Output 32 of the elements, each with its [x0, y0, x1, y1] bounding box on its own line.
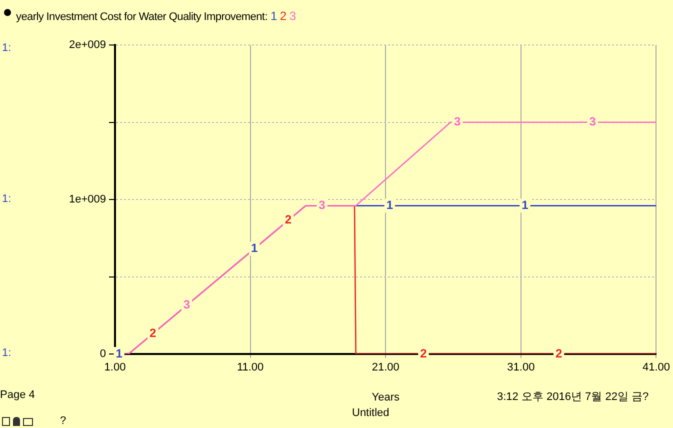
text: Page 4: [0, 389, 35, 401]
text: 3: [289, 9, 296, 23]
text: 3: [454, 114, 461, 129]
text: 1:: [2, 347, 12, 359]
text: 2: [284, 212, 292, 227]
x-tick-label: 21.00: [372, 362, 400, 374]
text: 3:12 오후 2016년 7월 22일 금?: [497, 390, 649, 404]
x-tick-label: 11.00: [236, 362, 264, 374]
series-label: 2: [150, 326, 157, 340]
series-label: 1: [251, 241, 258, 256]
text: 2: [555, 346, 562, 360]
y-tick-label: 0: [100, 348, 106, 360]
x-axis-title: Years: [372, 391, 400, 404]
text: 2: [280, 9, 286, 23]
y-tick-label: 1e+009: [68, 194, 106, 206]
text: 2: [420, 346, 427, 360]
text: 3: [589, 114, 596, 129]
y-tick-label: 2e+009: [68, 39, 106, 52]
text: 1:: [2, 42, 12, 54]
text: 1: [522, 198, 528, 212]
x-tick-label: 41.00: [642, 362, 670, 374]
text: 1: [386, 198, 394, 212]
chart-title: yearly Investment Cost for Water Quality Improvement:: [16, 11, 268, 23]
text: 3: [318, 198, 326, 212]
text: ?: [60, 415, 66, 427]
text: 1: [270, 9, 277, 23]
x-tick-label: 31.00: [507, 362, 535, 374]
series-label: 3: [183, 298, 190, 312]
text: 1: [116, 346, 122, 360]
x-tick-label: 1.00: [104, 362, 126, 374]
text: 1:: [2, 193, 12, 205]
text: Untitled: [352, 407, 390, 419]
